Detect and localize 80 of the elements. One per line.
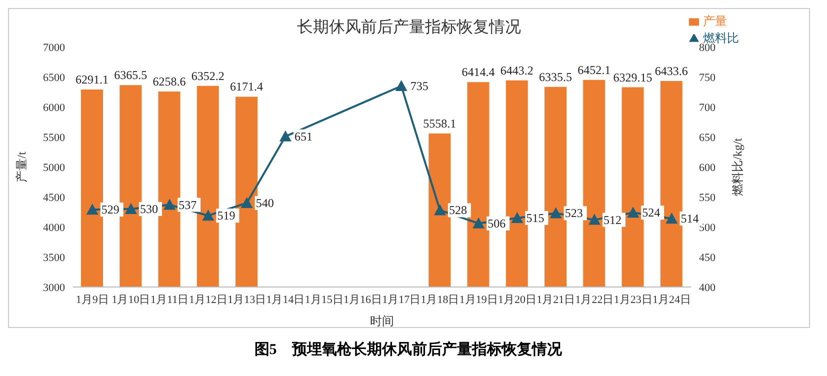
point	[279, 130, 292, 142]
data-label: 6171.4	[230, 80, 263, 94]
point	[124, 203, 137, 214]
x-tick-label: 1月24日	[652, 294, 691, 306]
y2-tick-label: 650	[699, 132, 716, 144]
data-label: 512	[603, 212, 622, 227]
data-label: 6443.2	[500, 63, 534, 78]
y2-tick-label: 700	[699, 102, 716, 114]
data-label: 6352.2	[191, 68, 224, 83]
y2-tick-label: 500	[699, 222, 716, 234]
y-tick-label: 5500	[43, 132, 66, 144]
y-tick-label: 3000	[43, 282, 66, 294]
x-tick-label: 1月15日	[304, 294, 344, 306]
data-label: 529	[101, 202, 120, 217]
y-tick-label: 3500	[43, 252, 66, 264]
point	[627, 206, 640, 218]
x-tick-label: 1月12日	[188, 294, 228, 306]
point	[434, 204, 446, 216]
point	[86, 204, 98, 215]
y2-tick-label: 600	[699, 162, 716, 174]
y-tick-label: 5000	[43, 162, 66, 174]
point	[240, 197, 253, 208]
data-label: 514	[680, 212, 699, 226]
data-label: 6433.6	[654, 64, 688, 78]
data-label: 6452.1	[578, 62, 611, 77]
data-label: 735	[410, 79, 428, 93]
data-label: 530	[140, 202, 158, 216]
data-label: 6258.6	[152, 74, 186, 88]
chart-title: 长期休风前后产量指标恢复情况	[297, 19, 521, 36]
x-tick-label: 1月23日	[614, 294, 652, 306]
caption: 图5 预埋氧枪长期休风前后产量指标恢复情况	[253, 340, 563, 359]
data-label: 528	[448, 203, 467, 218]
y2-tick-label: 750	[699, 72, 716, 84]
y2-axis-title: 燃料比/kg/t	[730, 137, 744, 196]
y-tick-label: 4000	[43, 222, 66, 234]
point	[511, 212, 524, 223]
data-label: 519	[217, 208, 236, 223]
x-tick-label: 1月17日	[382, 294, 421, 306]
point	[550, 207, 562, 218]
point	[202, 210, 214, 221]
y-tick-label: 6000	[43, 102, 66, 114]
x-tick-label: 1月18日	[420, 294, 460, 306]
data-label: 6414.4	[462, 65, 495, 80]
data-label: 6329.15	[613, 70, 652, 84]
data-label: 6335.5	[539, 70, 572, 84]
y-axis-title: 产量/t	[14, 151, 28, 182]
point	[395, 80, 408, 91]
x-tick-label: 1月13日	[228, 294, 266, 306]
data-label: 523	[564, 206, 583, 220]
x-tick-label: 1月9日	[76, 294, 109, 306]
x-tick-label: 1月14日	[266, 294, 305, 306]
x-tick-label: 1月22日	[575, 294, 614, 306]
data-label: 540	[256, 196, 274, 210]
data-label: 524	[642, 206, 660, 220]
point	[666, 212, 678, 224]
x-tick-label: 1月20日	[498, 294, 536, 306]
point	[588, 214, 600, 225]
y2-tick-label: 550	[699, 192, 716, 204]
x-tick-label: 1月21日	[536, 294, 576, 306]
x-tick-label: 1月11日	[150, 294, 189, 306]
point	[164, 198, 176, 210]
data-label: 6365.5	[114, 68, 148, 82]
data-label: 5558.1	[423, 116, 456, 131]
x-tick-label: 1月10日	[112, 294, 150, 306]
x-axis-title: 时间	[370, 314, 394, 328]
y-tick-label: 7000	[43, 42, 66, 54]
data-label: 515	[526, 211, 544, 225]
data-label: 6291.1	[76, 72, 108, 87]
y2-tick-label: 400	[699, 282, 716, 294]
y-tick-label: 6500	[43, 72, 66, 84]
data-label: 651	[294, 129, 312, 144]
data-label: 506	[488, 216, 506, 230]
y2-tick-label: 450	[699, 252, 716, 264]
legend-label: 产量	[703, 14, 727, 28]
x-tick-label: 1月16日	[343, 294, 382, 306]
y-tick-label: 4500	[43, 192, 66, 204]
point	[472, 217, 485, 228]
data-label: 537	[178, 198, 197, 212]
legend-label: 燃料比	[703, 31, 739, 45]
x-tick-label: 1月19日	[459, 294, 498, 306]
